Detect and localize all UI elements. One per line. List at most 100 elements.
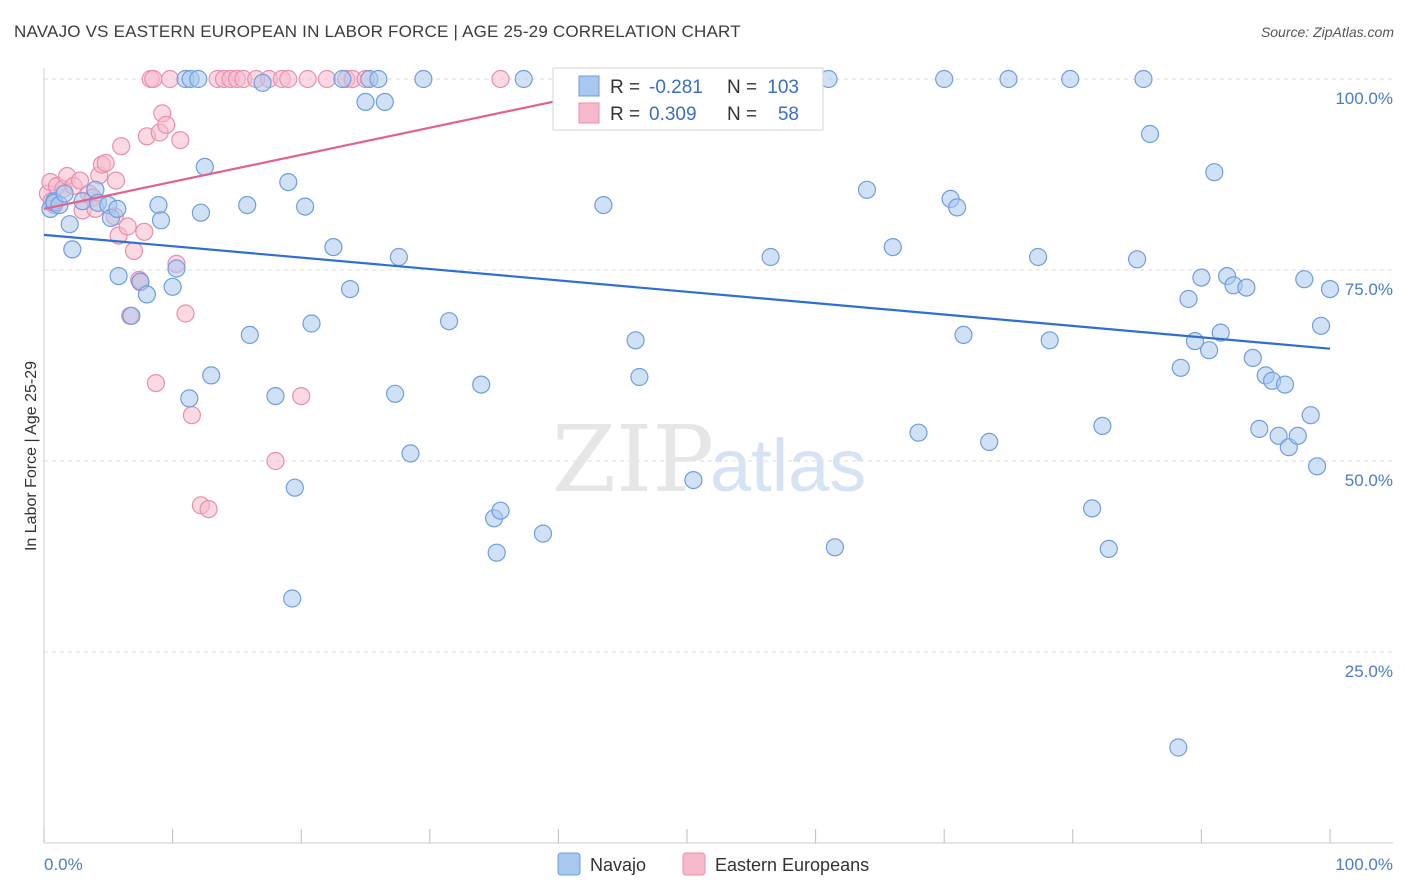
eastern-point-32 [157,115,176,134]
navajo-point-36 [302,314,321,333]
legend-label-navajo: Navajo [590,855,646,875]
navajo-point-47 [414,69,433,89]
navajo-point-84 [1171,358,1190,377]
navajo-point-30 [253,73,272,92]
navajo-point-79 [1099,539,1118,559]
eastern-point-50 [292,387,311,406]
y-tick-label-0: 100.0% [1335,89,1393,108]
legend-label-eastern: Eastern Europeans [715,855,869,875]
x-tick-label-right: 100.0% [1335,855,1393,874]
eastern-point-47 [266,451,285,471]
navajo-point-59 [684,471,703,490]
navajo-point-38 [333,69,352,89]
gridlines [44,78,1393,653]
eastern-point-49 [279,69,298,89]
eastern-point-35 [171,131,190,150]
navajo-point-12 [108,199,127,218]
eastern-point-15 [96,153,115,173]
navajo-point-70 [947,198,967,217]
navajo-point-6 [63,240,82,259]
y-tick-label-1: 75.0% [1345,280,1393,299]
eastern-point-36 [176,304,195,323]
navajo-point-67 [909,423,928,442]
stats-r-label-eastern: R = [610,104,640,125]
source-credit: Source: ZipAtlas.com [1260,24,1394,40]
navajo-point-73 [999,69,1018,89]
y-tick-labels: 100.0% 75.0% 50.0% 25.0% [1335,89,1393,681]
eastern-point-33 [160,69,180,89]
stats-r-value-eastern: 0.309 [649,104,697,125]
navajo-point-75 [1040,331,1059,350]
navajo-point-18 [151,211,171,230]
navajo-point-29 [240,325,259,344]
y-tick-label-3: 25.0% [1345,662,1393,681]
navajo-point-104 [1307,457,1327,476]
stats-n-value-navajo: 103 [767,77,799,98]
navajo-point-23 [180,389,199,408]
navajo-point-49 [472,375,491,394]
chart-title: NAVAJO VS EASTERN EUROPEAN IN LABOR FORC… [14,22,741,41]
navajo-point-43 [375,92,394,112]
x-ticks [43,829,1331,843]
navajo-point-94 [1243,348,1262,367]
navajo-point-65 [857,180,877,199]
eastern-point-17 [106,171,126,190]
navajo-point-17 [149,196,168,215]
navajo-point-13 [109,267,128,286]
navajo-point-34 [285,478,304,497]
navajo-point-81 [1134,69,1153,89]
navajo-point-4 [55,184,74,203]
navajo-trend-line [43,233,1331,350]
navajo-point-77 [1082,499,1102,518]
navajo-point-45 [389,247,408,267]
navajo-point-72 [980,432,999,451]
navajo-point-28 [238,196,257,215]
navajo-point-37 [324,238,343,257]
navajo-point-16 [137,285,156,304]
navajo-point-57 [626,331,645,350]
navajo-point-74 [1028,247,1048,267]
navajo-point-87 [1192,268,1211,287]
navajo-point-99 [1275,375,1295,394]
x-tick-label-left: 0.0% [44,855,83,874]
stats-n-label-navajo: N = [727,77,757,98]
navajo-point-90 [1211,323,1230,342]
navajo-point-68 [935,69,954,89]
navajo-point-44 [386,384,405,403]
navajo-point-39 [341,280,360,299]
navajo-point-5 [60,215,79,234]
navajo-point-61 [761,247,780,267]
eastern-point-39 [199,500,218,519]
eastern-europeans-points [38,69,655,519]
navajo-point-46 [401,444,420,463]
navajo-point-82 [1140,124,1160,144]
eastern-point-56 [491,69,510,89]
navajo-point-31 [266,387,285,406]
navajo-point-27 [202,366,221,385]
navajo-point-88 [1199,341,1219,360]
navajo-point-105 [1311,316,1331,335]
eastern-point-29 [146,374,165,393]
navajo-point-101 [1288,426,1307,445]
navajo-point-48 [440,312,459,331]
stats-swatch-eastern [578,102,600,124]
navajo-point-51 [491,501,510,520]
navajo-point-85 [1179,289,1198,309]
stats-r-label-navajo: R = [610,77,640,98]
navajo-point-42 [369,69,388,89]
y-tick-label-2: 50.0% [1345,471,1393,490]
navajo-point-20 [167,259,186,278]
navajo-point-71 [954,325,973,344]
navajo-point-14 [122,306,141,325]
navajo-point-98 [1269,426,1288,445]
navajo-point-54 [533,524,553,543]
eastern-point-25 [135,222,154,241]
eastern-point-20 [118,217,137,236]
navajo-point-106 [1320,280,1340,299]
stats-n-value-eastern: 58 [778,104,799,125]
navajo-point-102 [1295,270,1314,289]
navajo-point-35 [296,197,315,216]
navajo-point-95 [1250,419,1269,438]
navajo-point-103 [1301,406,1320,425]
